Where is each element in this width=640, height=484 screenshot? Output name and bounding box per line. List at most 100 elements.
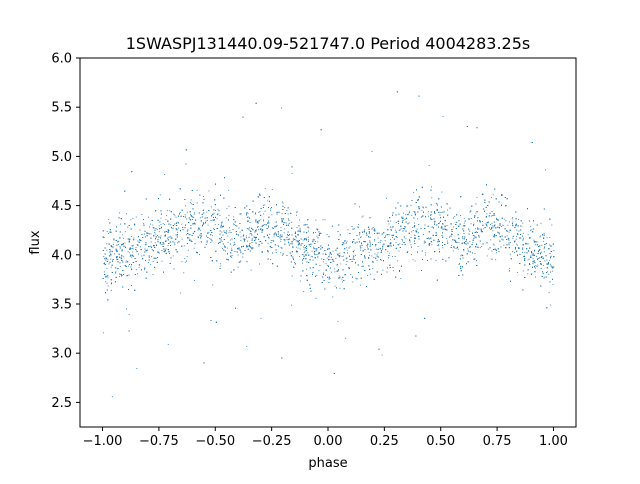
data-point bbox=[256, 229, 257, 231]
data-point bbox=[281, 254, 283, 256]
data-point bbox=[303, 252, 305, 254]
data-point bbox=[218, 210, 220, 212]
data-point bbox=[268, 217, 270, 219]
data-point bbox=[233, 224, 235, 225]
data-point bbox=[530, 226, 532, 228]
data-point bbox=[302, 239, 304, 241]
data-point bbox=[226, 208, 228, 210]
data-point bbox=[487, 221, 489, 223]
data-point bbox=[153, 227, 155, 229]
data-point bbox=[210, 234, 212, 236]
data-point bbox=[367, 275, 369, 276]
data-point bbox=[302, 243, 304, 245]
data-point bbox=[127, 226, 129, 228]
data-point bbox=[222, 248, 223, 249]
data-point bbox=[321, 258, 323, 260]
data-point bbox=[465, 243, 467, 245]
data-point bbox=[543, 248, 545, 250]
data-point bbox=[341, 244, 343, 246]
data-point bbox=[453, 226, 454, 228]
data-point bbox=[534, 262, 536, 264]
data-point bbox=[289, 244, 290, 246]
data-point bbox=[208, 231, 210, 233]
data-point bbox=[219, 268, 221, 269]
data-point bbox=[423, 211, 424, 213]
data-point bbox=[295, 246, 297, 248]
data-point bbox=[288, 224, 289, 226]
data-point bbox=[230, 271, 232, 273]
data-point bbox=[430, 258, 432, 260]
data-point bbox=[263, 204, 264, 206]
data-point bbox=[411, 214, 413, 216]
data-point bbox=[121, 254, 123, 256]
data-point bbox=[243, 234, 245, 236]
data-point bbox=[276, 211, 278, 213]
data-point bbox=[435, 235, 436, 236]
data-point bbox=[331, 225, 333, 227]
data-point bbox=[417, 251, 418, 253]
data-point bbox=[293, 259, 294, 260]
data-point bbox=[546, 237, 548, 239]
data-point bbox=[543, 257, 544, 259]
data-point bbox=[533, 254, 535, 256]
data-point bbox=[437, 204, 438, 206]
data-point bbox=[136, 368, 138, 369]
data-point bbox=[409, 240, 411, 241]
data-point bbox=[509, 242, 511, 243]
data-point bbox=[296, 227, 298, 228]
data-point bbox=[313, 252, 315, 254]
data-point bbox=[537, 253, 539, 254]
data-point bbox=[152, 224, 154, 226]
data-point bbox=[372, 268, 374, 269]
data-point bbox=[476, 246, 478, 248]
data-point bbox=[131, 256, 133, 258]
data-point bbox=[221, 237, 222, 238]
data-point bbox=[548, 273, 550, 275]
data-point bbox=[237, 234, 239, 235]
data-point bbox=[326, 234, 328, 235]
data-point bbox=[111, 396, 113, 398]
data-point bbox=[308, 227, 310, 229]
data-point bbox=[116, 258, 118, 260]
data-point bbox=[490, 239, 492, 241]
data-point bbox=[203, 362, 205, 364]
data-point bbox=[540, 253, 542, 255]
data-point bbox=[291, 304, 292, 306]
data-point bbox=[248, 228, 250, 230]
data-point bbox=[487, 248, 489, 250]
data-point bbox=[280, 252, 282, 254]
data-point bbox=[157, 235, 158, 236]
data-point bbox=[439, 222, 440, 224]
data-point bbox=[543, 232, 545, 234]
data-point bbox=[143, 223, 145, 225]
data-point bbox=[546, 263, 548, 265]
data-point bbox=[227, 259, 229, 261]
data-point bbox=[543, 234, 545, 236]
data-point bbox=[389, 244, 391, 246]
data-point bbox=[527, 243, 529, 245]
data-point bbox=[479, 247, 481, 249]
data-point bbox=[538, 250, 540, 251]
data-point bbox=[183, 245, 185, 247]
data-point bbox=[154, 266, 156, 268]
data-point bbox=[553, 250, 555, 252]
data-point bbox=[520, 237, 522, 239]
data-point bbox=[129, 238, 131, 240]
data-point bbox=[495, 252, 497, 254]
data-point bbox=[330, 254, 332, 255]
data-point bbox=[545, 169, 546, 171]
data-point bbox=[267, 200, 269, 202]
data-point bbox=[115, 271, 117, 273]
data-point bbox=[373, 257, 375, 259]
data-point bbox=[186, 234, 188, 236]
data-point bbox=[228, 232, 230, 234]
data-point bbox=[506, 230, 507, 231]
data-point bbox=[364, 256, 366, 258]
data-point bbox=[368, 228, 370, 230]
data-point bbox=[360, 237, 361, 238]
data-point bbox=[410, 237, 412, 238]
data-point bbox=[461, 254, 463, 256]
data-point bbox=[312, 256, 313, 258]
data-point bbox=[411, 254, 412, 256]
data-point bbox=[462, 225, 464, 227]
